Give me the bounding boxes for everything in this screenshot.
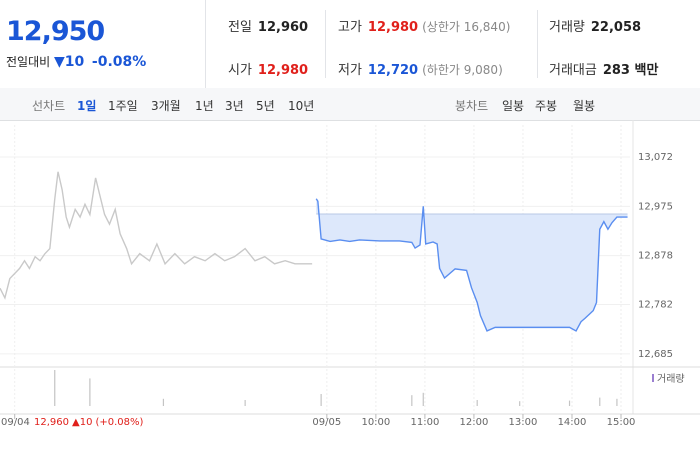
tab-group-label: 선차트 xyxy=(32,99,66,113)
annotation-arrow: ▲ xyxy=(72,417,80,428)
change-amount: 10 xyxy=(64,54,85,70)
change: 전일대비 ▼10 -0.08% xyxy=(6,53,146,70)
volume-bar xyxy=(411,395,413,406)
volume-bar xyxy=(162,398,165,406)
stat-label: 저가 xyxy=(338,63,362,78)
period-tab[interactable]: 10년 xyxy=(288,99,315,113)
y-tick-label: 13,072 xyxy=(638,152,673,163)
x-tick-label: 13:00 xyxy=(509,417,538,428)
stat: 거래대금 283 백만 xyxy=(549,59,658,78)
stat-label: 전일 xyxy=(228,20,252,35)
tab-group-label: 봉차트 xyxy=(455,99,489,113)
volume-bar xyxy=(422,392,424,406)
period-tab[interactable]: 1주일 xyxy=(108,99,138,113)
divider xyxy=(537,10,538,78)
legend-swatch xyxy=(652,374,654,382)
x-tick-label: 14:00 xyxy=(558,417,587,428)
x-tick-label: 09/05 xyxy=(312,417,341,428)
divider xyxy=(325,10,326,78)
volume-bar xyxy=(54,370,56,406)
stat-label: 거래대금 xyxy=(549,63,597,78)
stat-value: 12,980 xyxy=(257,63,309,78)
change-percent: -0.08% xyxy=(91,54,147,70)
volume-bar xyxy=(568,400,571,406)
volume-bar xyxy=(320,394,322,406)
stat-value: 12,980 xyxy=(367,20,419,35)
change-value: ▼10 xyxy=(54,54,85,70)
current-price: 12,950 xyxy=(6,16,105,47)
summary: 12,950 전일대비 ▼10 -0.08% 전일 12,960 고가 12,980… xyxy=(0,0,700,89)
divider xyxy=(205,0,206,88)
chart: 13,072 12,975 12,878 12,782 12,685 09/04 09/05… xyxy=(0,120,700,428)
period-tab[interactable]: 3개월 xyxy=(151,99,181,113)
stat-value: 12,960 xyxy=(257,20,309,35)
area-fill xyxy=(316,198,628,331)
legend-label: 거래량 xyxy=(657,373,685,385)
stat-label: 시가 xyxy=(228,63,252,78)
stat-label: 고가 xyxy=(338,20,362,35)
y-tick-label: 12,878 xyxy=(638,251,673,262)
annotation-price: 12,960 xyxy=(34,417,69,428)
stat: 고가 12,980 (상한가 16,840) xyxy=(338,16,510,35)
x-tick-label: 12:00 xyxy=(460,417,489,428)
x-tick-label: 10:00 xyxy=(361,417,390,428)
y-tick-label: 12,975 xyxy=(638,201,673,212)
volume-bar xyxy=(476,400,478,406)
y-tick-label: 12,685 xyxy=(638,349,673,360)
period-tab[interactable]: 1년 xyxy=(195,99,214,113)
volume-bar xyxy=(616,398,618,406)
volume-bar xyxy=(244,400,246,406)
stat: 거래량 22,058 xyxy=(549,16,641,35)
change-label: 전일대비 xyxy=(6,55,51,69)
y-tick-label: 12,782 xyxy=(638,299,673,310)
annotation-pct: (+0.08%) xyxy=(95,417,143,428)
period-tabs: 선차트 봉차트 1일 1주일 3개월 1년 3년 5년 10년 일봉 주봉 월봉 xyxy=(0,88,700,121)
period-tab[interactable]: 5년 xyxy=(256,99,275,113)
stat: 저가 12,720 (하한가 9,080) xyxy=(338,59,503,78)
volume-bar xyxy=(599,397,601,406)
period-tab[interactable]: 1일 xyxy=(77,99,97,113)
period-tab[interactable]: 주봉 xyxy=(535,99,558,113)
price-line xyxy=(315,198,628,332)
volume-bar xyxy=(519,401,521,406)
stat: 전일 12,960 xyxy=(228,16,308,35)
stat-value: 283 백만 xyxy=(602,63,659,78)
stat-value: 12,720 xyxy=(367,63,419,78)
stat-value: 22,058 xyxy=(590,20,642,35)
x-tick-label: 09/04 xyxy=(1,417,30,428)
volume-bar xyxy=(89,378,91,406)
close-annotation: 12,960 ▲10 (+0.08%) xyxy=(34,417,143,428)
x-tick-label: 11:00 xyxy=(410,417,439,428)
x-tick-label: 15:00 xyxy=(607,417,636,428)
stat-extra: (상한가 16,840) xyxy=(422,20,511,34)
stat: 시가 12,980 xyxy=(228,59,308,78)
price-line xyxy=(0,171,313,300)
stat-label: 거래량 xyxy=(549,20,585,35)
period-tab[interactable]: 월봉 xyxy=(573,99,596,113)
period-tab[interactable]: 일봉 xyxy=(502,99,525,113)
period-tab[interactable]: 3년 xyxy=(225,99,244,113)
stat-extra: (하한가 9,080) xyxy=(422,63,503,77)
annotation-change: 10 xyxy=(80,417,93,428)
